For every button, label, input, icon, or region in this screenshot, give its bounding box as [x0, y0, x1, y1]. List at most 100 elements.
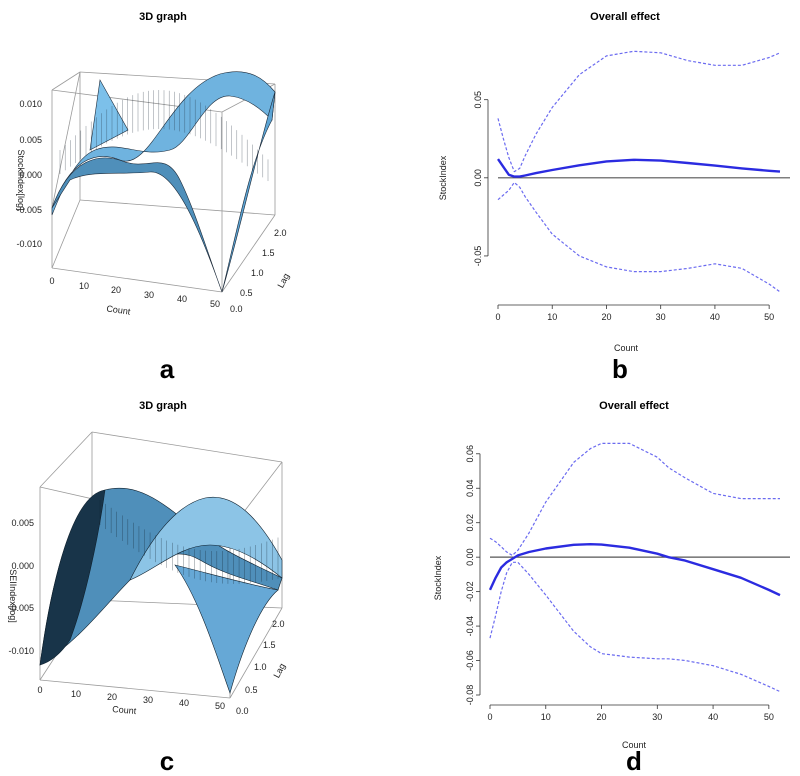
panel-b-y-label: StockIndex: [438, 155, 448, 200]
panel-d-x-tick-label: 30: [652, 712, 662, 722]
panel-d-x-tick-label: 10: [541, 712, 551, 722]
panel-c-y-tick: 1.0: [254, 662, 267, 672]
panel-d-letter: d: [626, 746, 642, 776]
panel-d-title: Overall effect: [599, 400, 669, 412]
panel-c-x-tick: 30: [143, 695, 153, 705]
panel-a-y-label: Lag: [275, 272, 291, 290]
panel-d-overall-effect: Overall effect 0.06 0.04 0.02 0.00 -0.02 -0.0…: [433, 400, 790, 776]
panel-a-z-tick: -0.010: [16, 239, 42, 249]
panel-a-surface-spike: [89, 79, 129, 151]
panel-a-y-axis: 0.0 0.5 1.0 1.5 2.0 Lag: [230, 228, 291, 314]
panel-b-plot-area: 0.05 0.00 -0.05 0 10 20 30 40 50: [473, 50, 790, 322]
panel-b-x-tick-label: 0: [495, 312, 500, 322]
panel-c-z-tick: 0.000: [11, 561, 34, 571]
panel-a-z-label: Stockindex[log]: [16, 149, 26, 210]
panel-a-x-tick: 30: [144, 290, 154, 300]
panel-c-z-axis: 0.005 0.000 -0.005 -0.010 SEIIndex[log]: [8, 518, 34, 656]
panel-d-y-label: StockIndex: [433, 555, 443, 600]
panel-c-z-tick: 0.005: [11, 518, 34, 528]
panel-a-y-tick: 0.5: [240, 288, 253, 298]
panel-a-x-axis: 0 10 20 30 40 50 Count: [49, 276, 220, 317]
panel-c-x-tick: 20: [107, 692, 117, 702]
panel-c-surface-light-face: [129, 496, 283, 581]
panel-a-y-tick: 1.5: [262, 248, 275, 258]
panel-d-x-tick-label: 0: [487, 712, 492, 722]
panel-d-y-tick-label: -0.04: [465, 616, 475, 637]
panel-c-letter: c: [160, 746, 174, 776]
panel-a-z-tick: -0.005: [16, 205, 42, 215]
panel-a-surface: [51, 71, 276, 293]
panel-a-x-tick: 10: [79, 281, 89, 291]
panel-a-surface-top: [51, 71, 276, 216]
panel-c-y-tick: 2.0: [272, 619, 285, 629]
panel-c-y-tick: 0.0: [236, 706, 249, 716]
panel-b-series-estimate: [497, 158, 781, 178]
panel-b-series-lower: [497, 181, 781, 293]
panel-c-3d-surface: 3D graph 0.005 0.000 -0.005 -0.0: [8, 400, 287, 776]
panel-a-z-tick: 0.000: [19, 170, 42, 180]
panel-b-series-upper: [497, 50, 781, 173]
panel-b-x-tick-label: 40: [710, 312, 720, 322]
panel-d-y-tick-label: -0.02: [465, 581, 475, 602]
panel-b-y-tick-label: 0.05: [473, 91, 483, 109]
panel-c-x-tick: 50: [215, 701, 225, 711]
panel-c-y-tick: 1.5: [263, 640, 276, 650]
panel-a-surface-front: [51, 157, 223, 293]
panel-a-x-tick: 40: [177, 294, 187, 304]
panel-d-x-tick-label: 40: [708, 712, 718, 722]
panel-a-z-tick: 0.010: [19, 99, 42, 109]
panel-c-surface-gridlines: [99, 500, 279, 584]
panel-d-series-lower: [489, 561, 781, 693]
panel-a-x-tick: 0: [49, 276, 54, 286]
panel-d-y-tick-label: 0.06: [465, 445, 475, 463]
panel-c-x-tick: 40: [179, 698, 189, 708]
panel-a-surface-right: [221, 91, 276, 293]
panel-d-x-tick-label: 20: [597, 712, 607, 722]
panel-c-surface-dark-face: [39, 489, 106, 666]
panel-c-y-label: Lag: [271, 662, 287, 680]
panel-b-letter: b: [612, 354, 628, 384]
panel-c-x-tick: 10: [71, 689, 81, 699]
panel-d-x-label: Count: [622, 740, 647, 750]
panel-c-x-label: Count: [112, 704, 137, 716]
panel-c-surface-right: [174, 564, 279, 694]
panel-a-z-axis: 0.010 0.005 0.000 -0.005 -0.010 Stockind…: [16, 99, 42, 249]
panel-a-y-tick: 1.0: [251, 268, 264, 278]
panel-a-x-tick: 50: [210, 299, 220, 309]
panel-b-x-tick-label: 20: [601, 312, 611, 322]
panel-a-box: [51, 71, 276, 293]
panel-d-y-tick-label: 0.00: [465, 548, 475, 566]
panel-b-x-label: Count: [614, 343, 639, 353]
panel-a-y-tick: 2.0: [274, 228, 287, 238]
panel-d-series-estimate: [488, 543, 781, 597]
panel-b-title: Overall effect: [590, 11, 660, 23]
panel-b-y-tick-label: -0.05: [473, 246, 483, 267]
panel-d-series-upper: [489, 442, 780, 557]
panel-a-title: 3D graph: [139, 11, 187, 23]
panel-d-x-tick-label: 50: [764, 712, 774, 722]
panel-b-x-tick-label: 30: [656, 312, 666, 322]
panel-c-title: 3D graph: [139, 400, 187, 412]
panel-a-y-tick: 0.0: [230, 304, 243, 314]
panel-c-z-tick: -0.005: [8, 603, 34, 613]
panel-d-y-tick-label: 0.04: [465, 479, 475, 497]
panel-a-3d-surface: 3D graph 0.010 0.005: [16, 11, 291, 384]
panel-b-y-tick-label: 0.00: [473, 169, 483, 187]
panel-c-y-axis: 0.0 0.5 1.0 1.5 2.0 Lag: [236, 619, 287, 716]
panel-a-letter: a: [160, 354, 175, 384]
panel-c-z-tick: -0.010: [8, 646, 34, 656]
panel-c-z-label: SEIIndex[log]: [8, 569, 18, 623]
panel-b-overall-effect: Overall effect 0.050.00-0.050 10 20 30 40 50 …: [438, 11, 790, 384]
panel-a-x-label: Count: [106, 303, 132, 316]
panel-b-x-tick-label: 10: [547, 312, 557, 322]
panel-d-y-tick-label: -0.06: [465, 650, 475, 671]
panel-a-surface-gridlines: [59, 90, 269, 182]
panel-d-plot-area: 0.06 0.04 0.02 0.00 -0.02 -0.04 -0.06 -0.08 0 10 2…: [465, 442, 790, 722]
panel-a-z-tick: 0.005: [19, 135, 42, 145]
panel-b-x-tick-label: 50: [764, 312, 774, 322]
panel-c-x-axis: 0 10 20 30 40 50 Count: [37, 685, 225, 716]
panel-d-y-tick-label: -0.08: [465, 685, 475, 706]
panel-c-y-tick: 0.5: [245, 685, 258, 695]
panel-d-y-tick-label: 0.02: [465, 514, 475, 532]
